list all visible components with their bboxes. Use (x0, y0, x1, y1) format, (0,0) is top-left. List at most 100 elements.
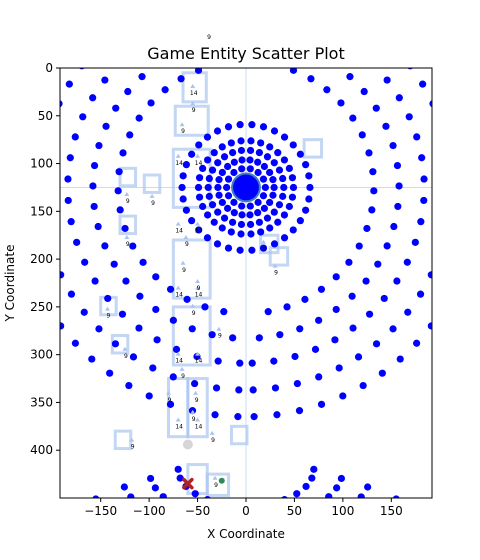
entity-point (467, 241, 474, 248)
entity-point (302, 482, 310, 491)
entity-point (65, 80, 73, 88)
entity-point (339, 535, 346, 542)
entity-point (208, 331, 216, 339)
annotation-label: 9 (197, 285, 201, 292)
entity-point (201, 303, 209, 311)
entity-point (186, 547, 193, 554)
ring-point (237, 137, 245, 145)
entity-point (146, 535, 153, 542)
entity-point (296, 16, 303, 23)
entity-point (319, 0, 326, 3)
green-point (218, 477, 225, 484)
ring-point (259, 244, 268, 252)
annotation-marker (195, 417, 201, 422)
annotation-marker (190, 303, 196, 308)
entity-point (250, 413, 258, 421)
x-marker (182, 477, 194, 490)
ring-point (210, 218, 218, 226)
entity-point (369, 60, 376, 67)
annotation-label: 14 (175, 228, 183, 235)
ring-point (259, 123, 268, 131)
ring-point (305, 172, 313, 180)
annotation-label: 9 (124, 353, 128, 360)
annotation-marker (190, 409, 196, 414)
ring-point (238, 211, 246, 219)
y-axis-title: Y Coordinate (3, 245, 17, 323)
entity-point (404, 308, 412, 316)
entity-point (283, 303, 291, 311)
y-tick-label: 150 (30, 204, 53, 218)
entity-point (251, 518, 258, 525)
entity-point (174, 465, 182, 473)
entity-point (266, 500, 273, 507)
entity-point (371, 517, 378, 524)
ring-point (229, 218, 237, 226)
ring-point (275, 166, 284, 174)
ring-point (266, 224, 274, 232)
entity-point (216, 516, 223, 523)
annotation-marker (175, 417, 181, 422)
entity-point (392, 45, 399, 52)
annotation-marker (124, 192, 130, 196)
annotation-marker (175, 221, 181, 226)
ring-point (247, 230, 255, 238)
ring-point (270, 159, 278, 167)
ring-point (220, 214, 229, 222)
ring-point (224, 192, 233, 200)
ring-point (246, 211, 254, 219)
x-tick-label: −150 (84, 504, 117, 518)
annotation-label: 14 (175, 424, 183, 431)
entity-point (183, 295, 191, 303)
annotation-marker (195, 278, 201, 283)
ring-point (236, 246, 244, 254)
entity-point (429, 100, 432, 108)
entity-point (210, 11, 217, 18)
annotation-marker (180, 260, 186, 265)
ring-point (260, 162, 268, 171)
entity-point (372, 104, 380, 112)
entity-point (452, 284, 459, 291)
entity-point (395, 94, 403, 102)
entity-point (276, 331, 284, 339)
entity-point (129, 527, 136, 534)
entity-point (234, 413, 242, 421)
entity-point (383, 242, 391, 250)
entity-point (149, 364, 157, 372)
entity-point (253, 33, 260, 40)
entity-point (335, 34, 342, 41)
ring-point (227, 139, 235, 147)
entity-point (220, 308, 228, 316)
entity-point (66, 154, 74, 162)
entity-point (195, 529, 202, 536)
ring-point (274, 149, 282, 157)
entity-point (472, 219, 479, 226)
hatch-box (186, 377, 209, 439)
ring-point (274, 218, 282, 226)
annotation-label: 14 (195, 228, 203, 235)
ring-point (218, 168, 226, 177)
entity-point (111, 340, 120, 348)
x-tick-label: 50 (287, 504, 302, 518)
entity-point (236, 359, 244, 367)
annotation-label: 14 (175, 358, 183, 365)
x-tick-label: 150 (380, 504, 403, 518)
annotation-label: 9 (263, 246, 267, 253)
ring-point (227, 228, 235, 236)
entity-point (273, 411, 281, 419)
ring-point (255, 148, 263, 157)
entity-point (146, 474, 155, 483)
annotation-marker (216, 326, 222, 331)
ring-point (289, 183, 298, 192)
entity-point (116, 206, 124, 214)
entity-point (71, 339, 79, 347)
ring-point (254, 209, 262, 217)
ring-point (237, 230, 245, 238)
entity-point (441, 304, 448, 311)
ring-point (261, 183, 269, 192)
entity-point (360, 87, 368, 96)
entity-point (337, 99, 345, 107)
entity-point (89, 182, 97, 190)
annotation-label: 14 (175, 292, 183, 299)
entity-point (88, 355, 96, 363)
entity-point (374, 260, 382, 268)
